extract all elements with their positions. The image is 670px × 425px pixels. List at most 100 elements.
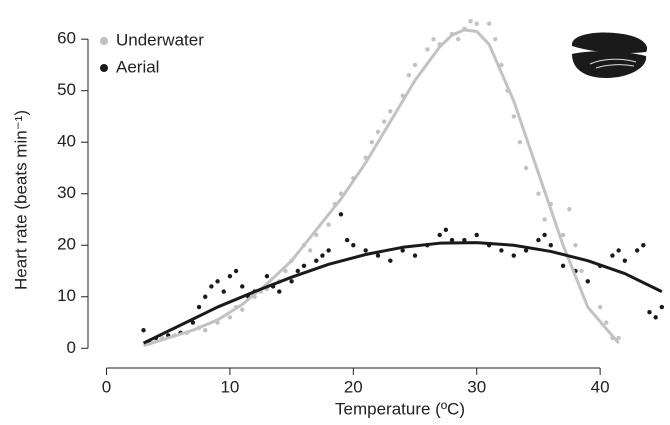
y-tick-label: 60 [57, 29, 76, 48]
data-point [560, 232, 566, 238]
data-point [523, 165, 529, 171]
data-point [486, 21, 492, 26]
x-tick-label: 20 [344, 377, 363, 396]
data-point [542, 232, 547, 238]
x-tick-label: 0 [102, 377, 111, 396]
data-point [560, 263, 566, 269]
data-point [240, 307, 245, 312]
data-point [301, 263, 307, 269]
data-point [375, 253, 381, 258]
data-point [277, 289, 282, 294]
data-point [610, 253, 615, 258]
y-tick-label: 50 [57, 80, 76, 99]
legend-marker [100, 64, 108, 72]
data-point [233, 268, 239, 274]
data-point [641, 243, 646, 248]
x-tick-label: 10 [220, 377, 239, 396]
data-point [548, 243, 553, 248]
y-tick-label: 20 [57, 235, 76, 254]
data-point [474, 232, 479, 238]
data-point [597, 304, 603, 310]
data-point [425, 47, 430, 52]
data-point [369, 140, 375, 145]
data-point [511, 114, 516, 119]
data-point [314, 232, 319, 238]
data-point [381, 119, 387, 124]
data-point [215, 279, 220, 284]
data-point [462, 237, 467, 243]
data-point [141, 328, 146, 333]
legend-label: Underwater [116, 30, 204, 49]
fit-line [143, 28, 620, 348]
data-point [388, 258, 393, 263]
data-point [375, 129, 381, 135]
data-point [351, 243, 356, 248]
y-tick-label: 40 [57, 132, 76, 151]
data-point [412, 253, 418, 258]
data-point [203, 328, 208, 333]
data-point [240, 284, 245, 289]
data-point [511, 253, 516, 258]
data-point [406, 73, 412, 78]
y-tick-label: 0 [67, 338, 76, 357]
data-point [190, 320, 196, 325]
data-point [307, 248, 313, 253]
data-point [314, 258, 319, 263]
data-point [634, 248, 640, 253]
mussel-icon [571, 32, 648, 78]
data-point [400, 248, 405, 253]
data-point [412, 62, 418, 68]
y-tick-label: 10 [57, 286, 76, 305]
fit-line [142, 241, 663, 345]
data-point [338, 212, 344, 217]
data-point [456, 36, 461, 42]
data-point [449, 237, 455, 243]
data-point [567, 206, 572, 212]
data-point [295, 268, 300, 274]
data-point [221, 289, 226, 294]
data-point [493, 36, 498, 42]
data-point [344, 237, 350, 243]
data-point [283, 268, 288, 274]
data-point [326, 248, 331, 253]
data-point [468, 18, 473, 24]
data-point [203, 294, 208, 299]
data-point [209, 284, 214, 289]
x-axis-label: Temperature (ºC) [335, 399, 465, 418]
data-point [289, 279, 294, 284]
data-point [227, 315, 233, 320]
data-point [196, 304, 202, 310]
data-point [320, 253, 325, 258]
data-point [647, 310, 652, 315]
x-tick-label: 30 [467, 377, 486, 396]
data-point [536, 191, 541, 196]
data-point [653, 315, 658, 320]
data-point [437, 232, 442, 238]
data-point [573, 243, 578, 248]
data-point [474, 21, 479, 26]
data-point [264, 273, 270, 279]
data-point [388, 109, 393, 114]
data-point [431, 36, 436, 42]
data-point [659, 304, 665, 310]
data-point [499, 62, 504, 68]
legend-marker [100, 37, 108, 45]
data-point [363, 248, 368, 253]
legend-label: Aerial [116, 57, 159, 76]
data-point [542, 217, 547, 222]
data-point [616, 335, 621, 341]
data-point [499, 248, 504, 253]
data-point [326, 222, 331, 227]
data-point [579, 268, 584, 274]
data-point [585, 279, 590, 284]
data-point [517, 140, 523, 145]
data-point [622, 258, 628, 263]
data-point [604, 320, 609, 325]
data-point [536, 237, 541, 243]
y-tick-label: 30 [57, 183, 76, 202]
data-point [227, 273, 233, 279]
x-tick-label: 40 [591, 377, 610, 396]
data-point [443, 227, 449, 232]
y-axis-label: Heart rate (beats min⁻¹) [11, 110, 30, 290]
